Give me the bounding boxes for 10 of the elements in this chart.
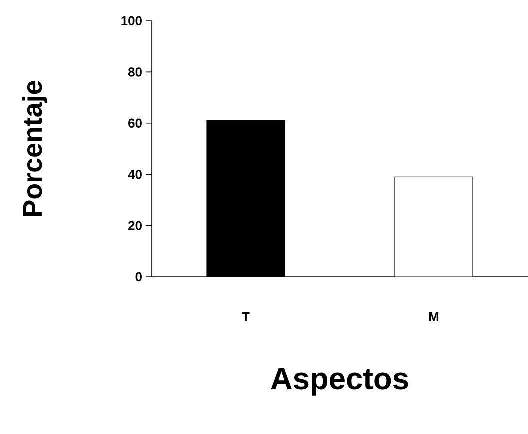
y-tick-label: 60: [128, 118, 142, 128]
y-axis-title: Porcentaje: [22, 81, 48, 216]
y-tick-label: 20: [128, 221, 142, 230]
x-tick-label: M: [429, 312, 439, 322]
y-tick-label: 100: [122, 16, 142, 26]
y-tick-label: 0: [136, 272, 142, 282]
x-tick-label: T: [242, 312, 250, 322]
x-axis-title: Aspectos: [271, 368, 408, 396]
y-tick-label: 40: [128, 170, 142, 180]
y-tick-label: 80: [128, 68, 142, 77]
